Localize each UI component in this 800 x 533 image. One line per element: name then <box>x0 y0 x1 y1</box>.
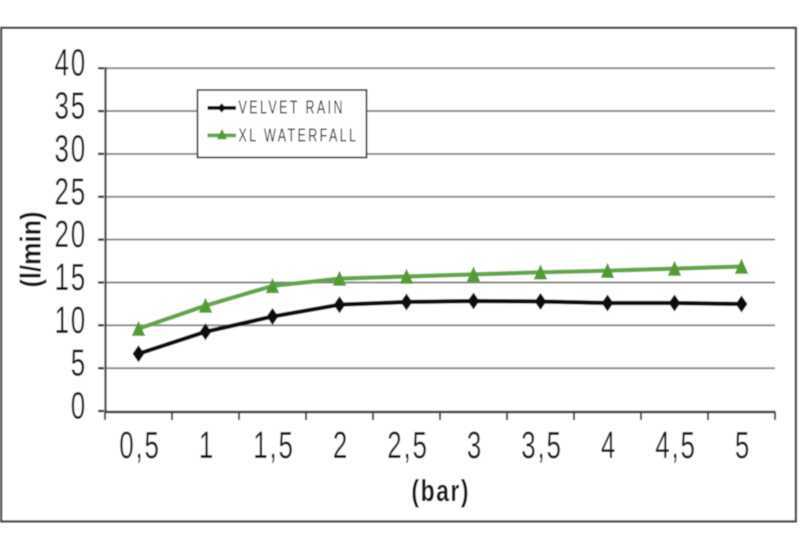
svg-text:10: 10 <box>54 299 87 341</box>
svg-text:0: 0 <box>71 385 87 427</box>
svg-text:XL WATERFALL: XL WATERFALL <box>239 126 359 146</box>
svg-text:40: 40 <box>54 42 87 84</box>
svg-text:4,5: 4,5 <box>655 424 697 466</box>
svg-text:2: 2 <box>333 424 349 466</box>
svg-text:2,5: 2,5 <box>387 424 429 466</box>
svg-text:20: 20 <box>54 213 87 255</box>
svg-text:25: 25 <box>54 171 87 213</box>
svg-text:(bar): (bar) <box>411 474 470 508</box>
svg-text:30: 30 <box>54 128 87 170</box>
svg-text:15: 15 <box>54 256 87 298</box>
svg-text:35: 35 <box>54 85 87 127</box>
svg-text:3: 3 <box>467 424 483 466</box>
svg-text:5: 5 <box>71 342 87 384</box>
svg-text:4: 4 <box>601 424 617 466</box>
svg-text:1: 1 <box>199 424 215 466</box>
svg-text:VELVET RAIN: VELVET RAIN <box>239 98 345 118</box>
svg-text:5: 5 <box>735 424 751 466</box>
svg-text:1,5: 1,5 <box>253 424 295 466</box>
svg-text:(l/min): (l/min) <box>14 211 47 287</box>
svg-text:0,5: 0,5 <box>119 424 161 466</box>
svg-text:3,5: 3,5 <box>521 424 563 466</box>
